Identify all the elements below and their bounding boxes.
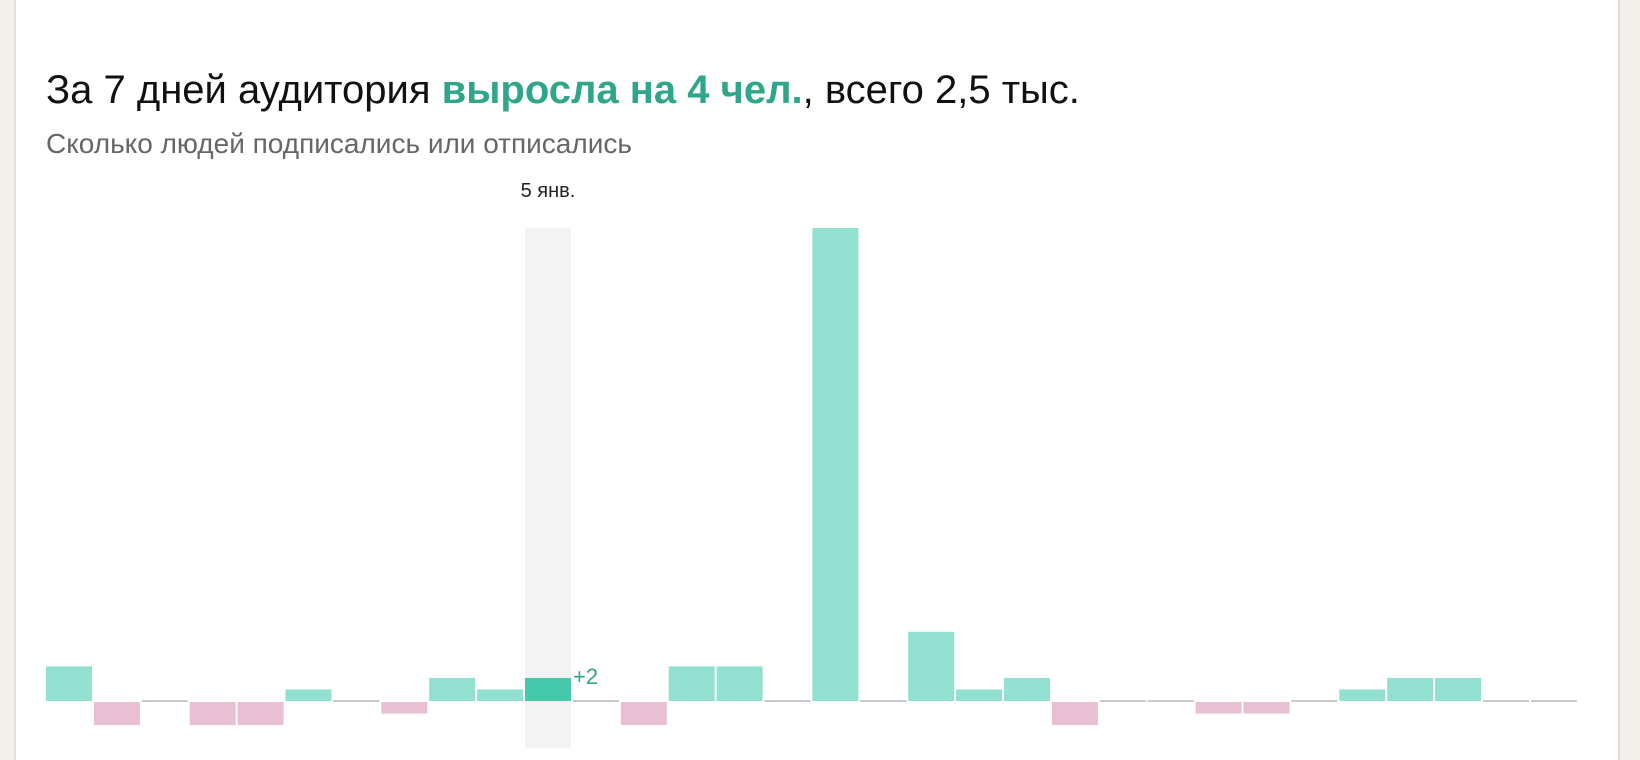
bar [1004, 677, 1050, 701]
bar [381, 702, 428, 714]
bar [1051, 702, 1098, 726]
chart: 5 янв. +2 [46, 180, 1577, 748]
title-text: За 7 дней аудитория [46, 68, 442, 112]
card: За 7 дней аудитория выросла на 4 чел., в… [14, 0, 1620, 760]
value-label: +2 [573, 664, 598, 689]
bar [1387, 677, 1434, 701]
bar [525, 677, 571, 701]
bar [1243, 702, 1290, 714]
bar [429, 677, 476, 701]
highlight-band [525, 228, 571, 748]
bar [189, 702, 236, 726]
bar [477, 689, 524, 701]
bar [93, 702, 140, 726]
title-text: , всего 2,5 тыс. [802, 68, 1080, 112]
subtitle: Сколько людей подписались или отписались [46, 128, 632, 159]
bar [812, 228, 859, 701]
x-tick-label: 5 янв. [521, 180, 576, 202]
bar [956, 689, 1003, 701]
bar [716, 666, 763, 701]
bar [620, 702, 667, 726]
bar [908, 631, 955, 701]
title: За 7 дней аудитория выросла на 4 чел., в… [46, 68, 1080, 113]
bar [237, 702, 284, 726]
bar [1339, 689, 1386, 701]
bar [1195, 702, 1242, 714]
bar [46, 666, 92, 701]
bar [1435, 677, 1482, 701]
bar [668, 666, 715, 701]
title-accent: выросла на 4 чел. [441, 68, 803, 112]
bar [285, 689, 332, 701]
